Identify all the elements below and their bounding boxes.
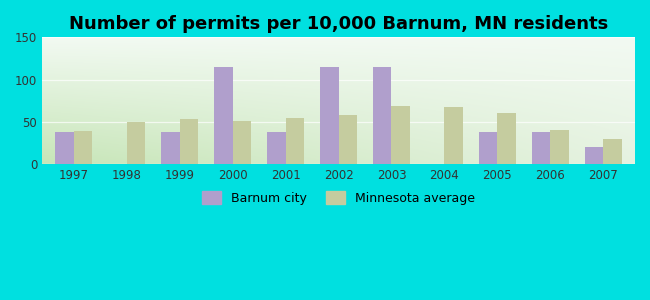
Bar [391,106,410,164]
Bar [233,121,251,164]
Bar [180,118,198,164]
Bar [585,147,603,164]
Bar [320,67,339,164]
Bar [551,130,569,164]
Title: Number of permits per 10,000 Barnum, MN residents: Number of permits per 10,000 Barnum, MN … [69,15,608,33]
Legend: Barnum city, Minnesota average: Barnum city, Minnesota average [196,185,481,211]
Bar [214,67,233,164]
Bar [532,132,551,164]
Bar [267,132,285,164]
Bar [339,115,357,164]
Bar [127,122,146,164]
Bar [497,112,516,164]
Bar [445,107,463,164]
Bar [603,139,622,164]
Bar [55,132,74,164]
Bar [285,118,304,164]
Bar [74,131,92,164]
Bar [479,132,497,164]
Bar [373,67,391,164]
Bar [161,132,180,164]
